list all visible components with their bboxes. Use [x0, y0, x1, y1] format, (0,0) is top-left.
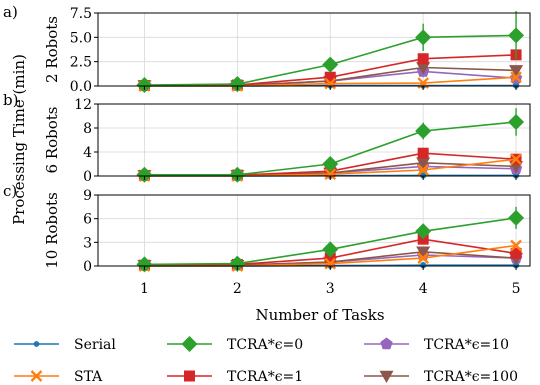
legend-item-tcra0-label: TCRA*ϵ=0 — [227, 337, 303, 353]
legend-layer: Serial STA TCRA*ϵ=0 TCRA*ϵ=1 TCRA*ϵ=10 TCRA*ϵ… — [14, 336, 518, 385]
xtick-label-3: 4 — [419, 281, 428, 297]
panel-2-series-sta-point-4 — [510, 239, 522, 252]
panel-0-series-sta-point-2 — [324, 77, 337, 90]
panel-1-series-tcra100-point-3 — [416, 157, 431, 170]
panel-2-series-tcra0-point-4 — [508, 209, 525, 226]
legend-item-tcra1: TCRA*ϵ=1 — [167, 369, 303, 385]
panel-2-ytick-label-1: 3 — [83, 235, 92, 251]
panel-0-series-sta-point-4-stroke-b — [510, 71, 522, 84]
panel-1-frame — [97, 103, 531, 177]
panel-0-series-tcra1-point-3 — [417, 53, 429, 65]
panel-2-series-tcra1-point-2 — [324, 252, 336, 264]
panel-1-ytick-label-2: 8 — [83, 121, 92, 137]
panel-0-series-tcra0-point-2 — [322, 56, 339, 73]
xtick-label-2: 3 — [326, 281, 335, 297]
panel-1-ylabel: 6 Robots — [43, 107, 61, 174]
panel-1-series-sta-point-2-stroke-b — [324, 168, 337, 181]
panel-0-series-tcra100-point-4 — [509, 65, 524, 78]
panel-0-series-sta-point-4 — [510, 71, 522, 84]
legend-item-tcra10-label: TCRA*ϵ=10 — [424, 337, 509, 353]
panel-2-series-sta-point-2 — [324, 257, 337, 270]
panel-2-label: c) — [3, 182, 17, 200]
panel-1-series-tcra0-point-2 — [322, 156, 339, 172]
panel-1-ytick-label-0: 0 — [83, 169, 92, 185]
panel-2-series-sta-point-3-stroke-b — [417, 252, 430, 264]
panel-1-ytick-label-3: 12 — [74, 97, 92, 113]
panel-1-series-sta-point-4-stroke-b — [510, 153, 522, 166]
panel-1-series-tcra0 — [136, 108, 525, 183]
legend-item-tcra100-label: TCRA*ϵ=100 — [424, 369, 518, 385]
panel-0-ytick-label-3: 7.5 — [70, 6, 92, 22]
panel-0-ylabel: 2 Robots — [43, 16, 61, 83]
panel-2-series-sta-point-3 — [417, 252, 430, 264]
legend-item-tcra10: TCRA*ϵ=10 — [364, 337, 509, 353]
panel-2-series-tcra100-point-3 — [416, 246, 431, 259]
panel-2-series-tcra0-point-0 — [136, 256, 153, 273]
panel-0-series-tcra0-point-4 — [508, 27, 525, 44]
panel-0-ytick-label-0: 0.0 — [70, 79, 92, 95]
legend-item-tcra0-marker — [181, 336, 198, 352]
legend-item-tcra10-marker — [380, 337, 393, 350]
panel-0-series-tcra0-point-3 — [415, 29, 432, 46]
panel-1-series-sta-point-4 — [510, 153, 522, 166]
panel-0-series-tcra0 — [136, 11, 525, 94]
xtick-label-4: 5 — [512, 281, 521, 297]
panel-2-ytick-label-3: 9 — [83, 188, 92, 204]
panel-2-series-sta-point-2-stroke-b — [324, 257, 337, 270]
panel-2-ylabel: 10 Robots — [43, 192, 61, 269]
panel-0-series-tcra100-point-3 — [416, 62, 431, 75]
panel-2-series-tcra0-point-2 — [322, 241, 339, 258]
panel-1-series-tcra0-point-1 — [229, 166, 246, 183]
panel-2-series-tcra0-point-3 — [415, 223, 432, 240]
legend-item-sta-marker-stroke-b — [30, 370, 43, 382]
panel-1-series-sta-point-2 — [324, 168, 337, 181]
panel-0-frame — [97, 12, 531, 87]
panel-1-ytick-label-1: 4 — [83, 145, 92, 161]
xtick-label-1: 2 — [233, 281, 242, 297]
panel-0-ytick-label-1: 2.5 — [70, 55, 92, 71]
panel-0-series-tcra1-point-2 — [324, 71, 336, 83]
legend-item-sta: STA — [14, 369, 103, 385]
legend-item-sta-marker — [30, 370, 43, 382]
panel-0-series-tcra0-point-0 — [136, 77, 153, 94]
panel-1-series-tcra0-point-3 — [415, 123, 432, 139]
shared-ylabel: Processing Time (min) — [10, 54, 28, 225]
panel-1-series-sta-point-3-stroke-b — [417, 164, 430, 176]
legend-item-serial: Serial — [14, 337, 116, 353]
panel-0-label: a) — [3, 3, 18, 21]
panel-2-series-tcra0 — [136, 206, 525, 273]
legend-item-sta-label: STA — [74, 369, 103, 385]
legend-item-serial-marker — [33, 341, 40, 347]
panel-2-frame — [97, 194, 531, 267]
legend-item-tcra1-marker — [184, 370, 195, 382]
legend-item-tcra100-marker — [379, 370, 394, 383]
legend-item-tcra100: TCRA*ϵ=100 — [364, 369, 518, 385]
panel-1-series-tcra0-point-0 — [136, 166, 153, 183]
xlabel: Number of Tasks — [255, 306, 384, 324]
legend-item-serial-label: Serial — [74, 337, 116, 353]
panel-1-series-serial-point-3 — [419, 172, 427, 179]
panel-2-series-sta-point-4-stroke-b — [510, 239, 522, 252]
panel-2-series-serial-point-4 — [512, 262, 520, 269]
panel-1-series-tcra1-point-3 — [417, 147, 429, 159]
panel-1-series-tcra0-point-4 — [508, 114, 525, 130]
panel-2-series-tcra1-point-4 — [510, 247, 522, 259]
panel-2-series-serial-point-3 — [419, 262, 427, 269]
grid-layer — [98, 12, 530, 267]
panel-2-ytick-label-0: 0 — [83, 259, 92, 275]
legend-item-tcra0: TCRA*ϵ=0 — [167, 336, 303, 353]
panel-0-series-sta-point-2-stroke-b — [324, 77, 337, 90]
legend-item-tcra1-label: TCRA*ϵ=1 — [227, 369, 303, 385]
xtick-label-0: 1 — [140, 281, 149, 297]
panel-1-series-sta-point-3 — [417, 164, 430, 176]
panel-2-ytick-label-2: 6 — [83, 212, 92, 228]
panel-0-ytick-label-2: 5.0 — [70, 30, 92, 46]
panel-0-series-tcra0-point-1 — [229, 76, 246, 93]
panel-1-label: b) — [3, 91, 18, 109]
panel-2-series-tcra0-point-1 — [229, 255, 246, 272]
